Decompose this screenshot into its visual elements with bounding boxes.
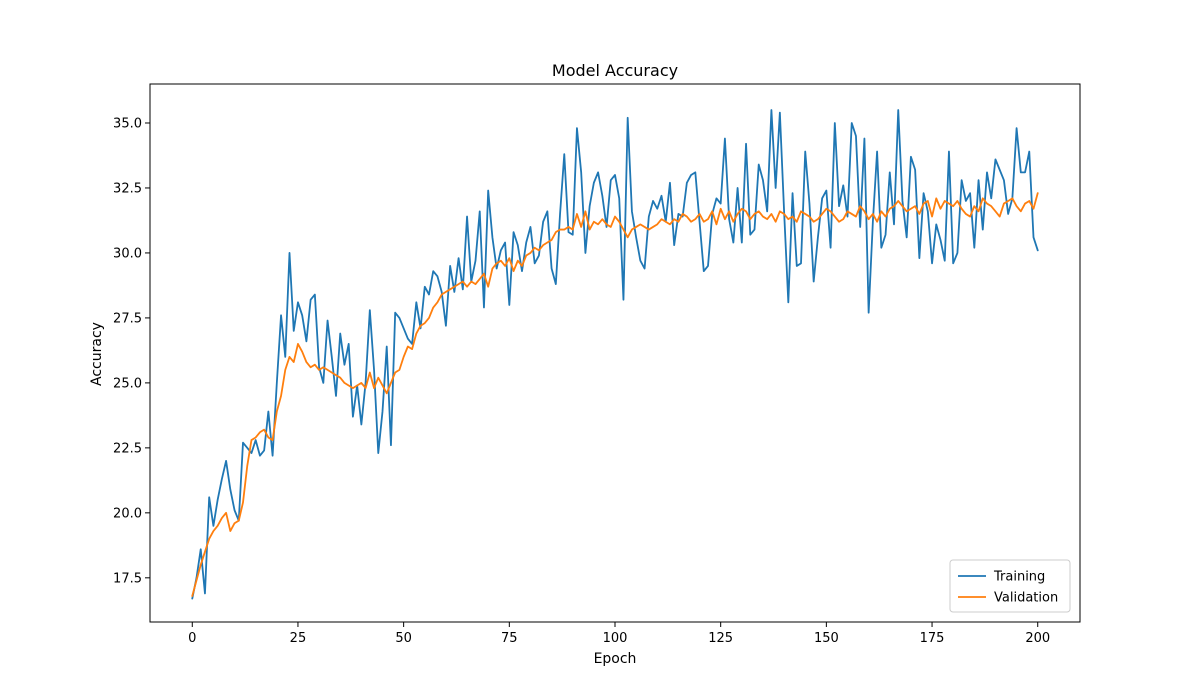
y-tick-label: 32.5 xyxy=(113,181,142,196)
chart-title: Model Accuracy xyxy=(552,61,678,80)
plot-area xyxy=(191,109,1039,600)
y-tick-label: 27.5 xyxy=(113,311,142,326)
axes: 0 25 50 75 100 125 150 175 200 17.5 20.0 22.5 25.0 27… xyxy=(113,83,1081,646)
legend-label-validation: Validation xyxy=(994,591,1058,606)
x-tick-label: 125 xyxy=(708,631,733,646)
legend: Training Validation xyxy=(949,559,1071,613)
x-tick-label: 150 xyxy=(814,631,839,646)
y-tick-label: 25.0 xyxy=(113,376,142,391)
x-tick-label: 75 xyxy=(501,631,518,646)
x-tick-label: 200 xyxy=(1025,631,1050,646)
series-line-validation xyxy=(191,192,1039,597)
x-axis-title: Epoch xyxy=(594,651,637,667)
y-axis-title: Accuracy xyxy=(89,322,105,386)
x-tick-label: 0 xyxy=(188,631,196,646)
y-tick-label: 22.5 xyxy=(113,441,142,456)
legend-box xyxy=(949,559,1071,613)
x-tick-label: 175 xyxy=(920,631,945,646)
legend-label-training: Training xyxy=(993,570,1045,585)
y-tick-label: 35.0 xyxy=(113,116,142,131)
y-tick-label: 20.0 xyxy=(113,506,142,521)
x-tick-label: 50 xyxy=(395,631,412,646)
x-tick-label: 25 xyxy=(290,631,307,646)
series-line-training xyxy=(191,109,1039,600)
x-tick-label: 100 xyxy=(603,631,628,646)
y-tick-label: 17.5 xyxy=(113,571,142,586)
y-tick-label: 30.0 xyxy=(113,246,142,261)
